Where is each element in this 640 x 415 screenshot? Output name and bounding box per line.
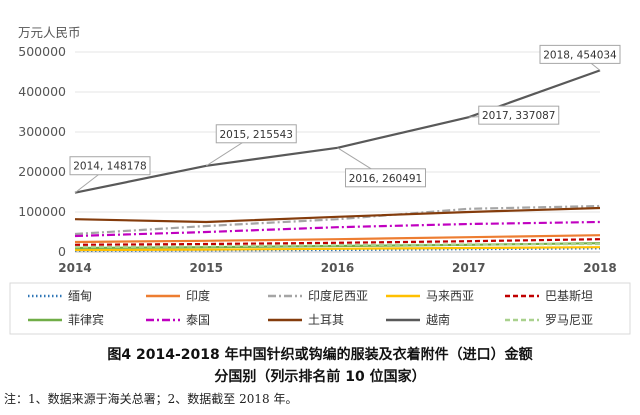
figure-caption-line1: 图4 2014-2018 年中国针织或钩编的服装及衣着附件（进口）金额 (107, 347, 533, 363)
callout-label: 2014, 148178 (73, 161, 146, 173)
callout-box (539, 44, 621, 64)
y-tick-label: 400000 (18, 84, 66, 99)
callout-label: 2016, 260491 (349, 173, 422, 185)
data-callouts: 2014, 148178 2015, 215543 2016, 260491 2017… (69, 44, 621, 194)
series-lines (74, 69, 601, 252)
y-tick-label: 100000 (18, 204, 66, 219)
callout-box (69, 156, 151, 176)
legend-label: 印度尼西亚 (308, 288, 368, 303)
x-tick-label: 2015 (190, 261, 223, 275)
series-line (74, 234, 601, 244)
series-line (74, 69, 601, 194)
x-tick-label: 2014 (58, 261, 91, 275)
series-line (74, 204, 601, 236)
y-tick-label: 300000 (18, 124, 66, 139)
legend-label: 马来西亚 (426, 289, 474, 303)
callout-box (478, 105, 560, 125)
line-chart: 万元人民币 0 100000 200000 300000 400000 500000 20… (9, 25, 631, 335)
series-line (74, 220, 601, 238)
legend-box (9, 282, 631, 335)
callout-label: 2018, 454034 (543, 49, 617, 61)
legend-label: 菲律宾 (68, 312, 104, 327)
legend-label: 土耳其 (308, 313, 344, 327)
callout-box (345, 168, 426, 188)
series-line (74, 206, 601, 224)
legend-label: 巴基斯坦 (545, 289, 593, 303)
series-line (74, 246, 601, 252)
y-axis-ticks: 0 100000 200000 300000 400000 500000 (18, 44, 66, 259)
legend-label: 罗马尼亚 (545, 313, 593, 327)
x-tick-label: 2018 (583, 261, 616, 275)
legend-label: 泰国 (186, 313, 210, 327)
callout-label: 2017, 337087 (482, 110, 555, 122)
legend-label: 越南 (426, 312, 450, 327)
x-tick-label: 2017 (452, 261, 485, 275)
y-tick-label: 0 (58, 244, 66, 259)
y-axis-unit-label: 万元人民币 (18, 25, 81, 40)
y-tick-label: 500000 (18, 44, 66, 59)
x-tick-label: 2016 (321, 261, 354, 275)
series-line (74, 242, 601, 250)
figure-caption-line2: 分国别（列示排名前 10 位国家） (214, 369, 426, 385)
y-tick-label: 200000 (18, 164, 66, 179)
x-axis-ticks: 2014 2015 2016 2017 2018 (58, 261, 616, 275)
callout-label: 2015, 215543 (220, 129, 293, 141)
gridlines (75, 51, 600, 253)
legend-label: 印度 (186, 288, 210, 303)
source-note: 注：1、数据来源于海关总署；2、数据截至 2018 年。 (4, 392, 298, 406)
legend-label: 缅甸 (68, 289, 92, 303)
callout-box (215, 124, 297, 144)
